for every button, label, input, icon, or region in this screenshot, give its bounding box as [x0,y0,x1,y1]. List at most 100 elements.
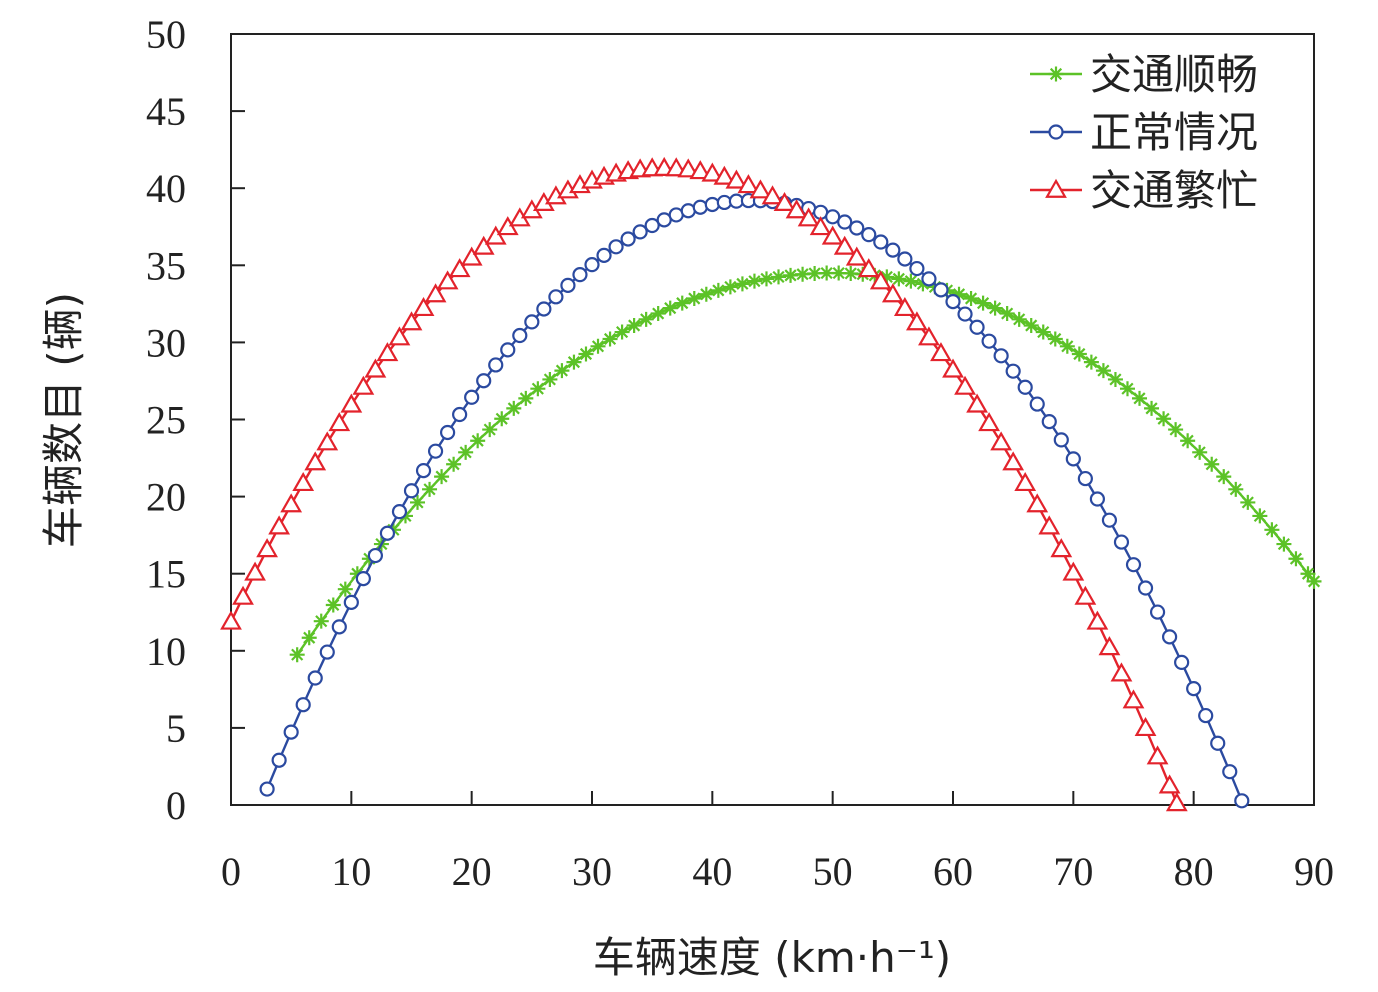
data-point-asterisk [614,324,630,340]
data-point-circle [307,670,323,686]
data-point-asterisk [1048,66,1064,82]
data-point-circle [379,525,396,541]
data-point-asterisk [422,481,438,497]
data-point-asterisk [1216,469,1232,485]
data-point-asterisk [1047,331,1063,347]
data-point-triangle [232,585,254,605]
data-point-circle [704,196,720,213]
data-point-circle [1077,470,1093,487]
data-point-triangle [737,174,760,194]
data-point-triangle [268,515,291,535]
data-point-asterisk [987,300,1003,316]
data-point-asterisk [470,433,486,449]
data-point-triangle [340,393,363,413]
data-point-triangle [1098,636,1121,656]
data-point-triangle [460,246,483,266]
data-point-triangle [701,162,724,182]
data-point-circle [536,301,552,317]
x-tick-label: 30 [572,849,612,894]
data-point-triangle [388,326,411,346]
y-tick-label: 0 [166,783,186,828]
data-point-asterisk [903,273,919,289]
data-point-asterisk [1083,354,1099,370]
data-point-circle [644,217,660,234]
data-point-circle [993,348,1009,364]
x-tick-label: 20 [452,849,492,894]
data-point-asterisk [783,267,799,283]
data-point-triangle [424,283,447,303]
data-point-triangle [400,311,423,331]
data-point-triangle [773,191,796,212]
data-point-asterisk [554,363,570,379]
data-point-triangle [677,158,700,178]
legend-item: 交通顺畅 [1030,50,1258,99]
data-point-triangle [845,246,868,266]
data-point-triangle [990,431,1013,451]
y-tick-label: 30 [146,320,186,365]
data-point-asterisk [710,282,726,298]
x-tick-label: 40 [692,849,732,894]
data-point-asterisk [458,444,474,460]
data-point-asterisk [313,613,329,629]
data-point-asterisk [626,317,642,333]
x-tick-label: 60 [933,849,973,894]
data-point-asterisk [1119,381,1135,397]
data-point-asterisk [530,381,546,397]
data-point-triangle [1165,792,1188,812]
data-point-asterisk [795,266,811,282]
data-point-triangle [966,393,988,413]
data-point-triangle [448,258,471,278]
data-point-triangle [821,225,844,245]
data-point-asterisk [337,581,353,597]
data-point-asterisk [590,338,606,354]
data-point-triangle [918,326,940,346]
data-point-asterisk [650,306,666,322]
data-point-asterisk [578,346,594,362]
y-tick-label: 40 [146,166,186,211]
data-point-circle [632,224,648,240]
y-tick-label: 35 [146,243,186,288]
data-point-triangle [304,451,327,471]
data-point-asterisk [638,311,654,327]
data-point-asterisk [698,286,714,302]
data-point-asterisk [807,265,823,281]
data-point-circle [825,209,841,225]
data-point-triangle [1050,538,1073,558]
data-point-circle [1210,735,1226,751]
data-point-circle [295,697,311,713]
data-point-asterisk [1095,363,1111,379]
data-point-circle [464,389,480,405]
data-point-asterisk [1035,324,1051,340]
data-point-circle [584,257,600,273]
legend-item: 正常情况 [1030,108,1258,157]
data-point-triangle [1086,610,1109,630]
x-tick-label: 50 [813,849,853,894]
data-point-triangle [316,431,339,451]
data-point-asterisk [1107,371,1123,387]
data-point-asterisk [494,411,510,427]
data-point-triangle [376,342,399,362]
data-point-triangle [857,258,880,278]
data-point-asterisk [301,630,317,646]
data-point-circle [1053,432,1069,448]
y-tick-label: 15 [146,552,186,597]
y-axis-title: 车辆数目 (辆) [39,292,88,548]
data-point-circle [440,424,456,441]
data-point-asterisk [963,291,979,307]
data-point-triangle [244,561,266,581]
data-point-asterisk [686,291,702,307]
data-point-asterisk [879,269,895,285]
data-point-asterisk [1264,522,1280,538]
data-point-asterisk [1276,536,1292,552]
data-point-asterisk [951,286,967,302]
data-point-triangle [472,235,495,255]
data-point-circle [1017,379,1033,395]
data-point-asterisk [1300,566,1316,582]
data-point-asterisk [542,371,558,387]
data-point-triangle [749,179,772,199]
data-point-circle [415,463,432,479]
data-point-asterisk [434,469,450,485]
data-point-triangle [256,538,278,558]
